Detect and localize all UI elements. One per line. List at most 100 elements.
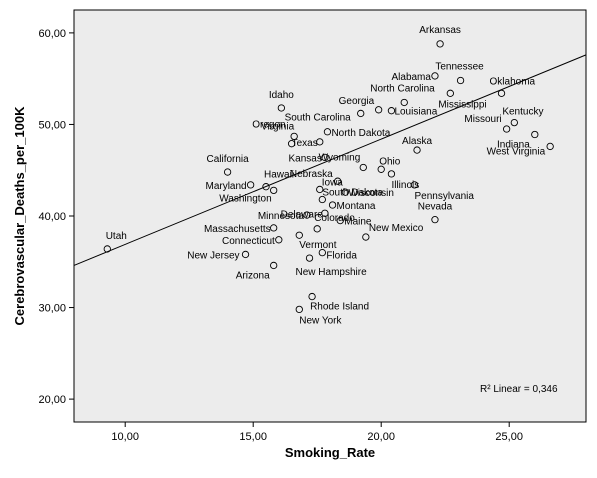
point-label: West Virginia (487, 146, 546, 157)
y-tick-label: 40,00 (38, 211, 66, 223)
point-label: Arizona (236, 270, 270, 281)
y-axis-title: Cerebrovascular_Deaths_per_100K (12, 106, 27, 326)
point-label: Vermont (299, 240, 336, 251)
x-tick-label: 15,00 (239, 431, 267, 443)
data-point (316, 185, 324, 194)
point-label: Alabama (391, 72, 431, 83)
data-point (387, 107, 396, 115)
data-point (303, 211, 311, 219)
point-label: Louisiana (394, 107, 437, 118)
point-label: Oregon (252, 120, 285, 131)
data-point (262, 183, 270, 191)
point-label: South Carolina (285, 112, 352, 123)
data-point (456, 76, 465, 85)
point-label: Mississippi (438, 99, 486, 110)
point-label: New Jersey (187, 250, 239, 261)
point-label: Nevada (418, 202, 453, 213)
data-point (446, 89, 454, 97)
data-point (374, 106, 383, 114)
data-point (246, 181, 255, 189)
data-point (387, 170, 396, 178)
x-tick-label: 20,00 (367, 431, 395, 443)
data-point (313, 225, 321, 233)
y-tick-label: 30,00 (38, 303, 66, 315)
data-point (328, 201, 337, 209)
data-point (436, 40, 444, 48)
data-point (295, 231, 303, 239)
data-point (546, 142, 554, 151)
x-axis-title: Smoking_Rate (285, 445, 375, 460)
point-label: Delaware (281, 209, 324, 220)
data-point (287, 140, 296, 148)
data-point (316, 138, 324, 146)
point-label: Illinois (391, 180, 419, 191)
point-label: North Dakota (331, 128, 390, 139)
data-point (321, 153, 329, 162)
point-label: Maine (344, 217, 372, 228)
x-axis: 10,00 15,00 20,00 25,00 (111, 422, 523, 443)
point-label: Maryland (205, 181, 246, 192)
data-point (336, 216, 344, 225)
y-tick-label: 50,00 (38, 119, 66, 131)
point-label: Tennessee (435, 61, 484, 72)
data-point (531, 130, 539, 139)
data-point (334, 177, 342, 185)
point-label: Texas (292, 138, 318, 149)
data-point (502, 125, 511, 133)
data-point (318, 248, 326, 257)
x-tick-label: 25,00 (495, 431, 523, 443)
data-point (357, 109, 365, 118)
point-label: Pennsylvania (414, 191, 474, 202)
point-label: New Hampshire (296, 267, 368, 278)
point-label: Wisconsin (348, 188, 394, 199)
point-label: Washington (219, 193, 271, 204)
point-label: New York (299, 315, 342, 326)
data-point (362, 233, 370, 241)
point-label: Colorado (314, 213, 355, 224)
data-point (410, 181, 419, 189)
data-point (431, 72, 439, 80)
data-point (103, 245, 111, 253)
data-point (431, 216, 439, 224)
data-point (275, 236, 283, 244)
y-tick-label: 20,00 (38, 394, 66, 406)
point-label: Alaska (402, 136, 432, 147)
data-point (270, 261, 278, 270)
point-label: Idaho (269, 90, 294, 101)
data-point (359, 163, 367, 172)
data-point (341, 188, 350, 196)
point-label: Wyoming (319, 152, 361, 163)
point-label: Virginia (261, 121, 295, 132)
point-label: Indiana (497, 140, 530, 151)
point-label: Connecticut (222, 236, 275, 247)
point-label: Oklahoma (490, 76, 536, 87)
data-point (290, 132, 298, 140)
point-label: Utah (106, 231, 127, 242)
data-point (295, 305, 303, 314)
point-label: Ohio (379, 156, 401, 167)
point-label: North Carolina (370, 83, 435, 94)
point-label: Kentucky (502, 107, 543, 118)
point-label: Arkansas (419, 25, 461, 36)
data-point (377, 165, 385, 173)
point-label: Montana (337, 201, 376, 212)
data-point (305, 254, 314, 262)
point-label: Florida (326, 251, 357, 262)
point-label: Minnesota (258, 211, 305, 222)
point-label: Kansas (289, 153, 322, 164)
data-point (277, 104, 286, 112)
data-point (321, 209, 329, 217)
data-point (510, 118, 518, 127)
data-point (323, 128, 332, 136)
point-label: New Mexico (369, 223, 424, 234)
y-axis: 20,00 30,00 40,00 50,00 60,00 (38, 28, 74, 406)
point-label: Nebraska (290, 169, 333, 180)
data-points: Arkansas Tennessee Alabama Oklahoma Mississi… (103, 25, 554, 326)
data-point (400, 98, 408, 107)
x-tick-label: 10,00 (111, 431, 139, 443)
data-point (223, 168, 232, 176)
plot-area (73, 9, 587, 423)
data-point (270, 224, 278, 232)
data-point (308, 292, 316, 301)
